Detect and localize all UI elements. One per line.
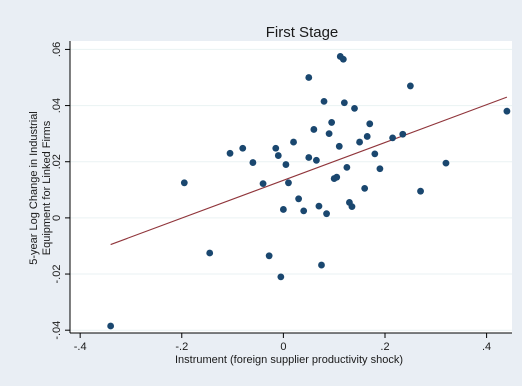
y-tick-label: .02 <box>51 154 63 169</box>
y-tick-label: 0 <box>51 215 63 221</box>
x-tick-label: -.4 <box>74 341 87 353</box>
fit-line-layer <box>110 96 508 246</box>
data-point <box>335 142 343 150</box>
grid-lines <box>70 48 512 331</box>
fit-line <box>110 96 508 246</box>
data-point <box>356 138 363 146</box>
x-axis-label: Instrument (foreign supplier productivit… <box>175 354 403 366</box>
data-point <box>442 159 450 167</box>
data-point <box>279 206 287 213</box>
data-point <box>282 161 290 168</box>
data-point <box>249 159 257 166</box>
y-axis-label-line-1: 5-year Log Change in Industrial <box>28 111 40 264</box>
data-point <box>274 152 282 159</box>
x-tick-label: -.2 <box>175 341 188 353</box>
plot-area <box>70 41 512 333</box>
data-point <box>399 130 407 138</box>
chart-title: First Stage <box>266 24 339 41</box>
data-point <box>339 55 347 63</box>
data-point <box>315 202 323 210</box>
data-point <box>313 156 320 164</box>
data-point <box>277 273 285 281</box>
y-tick-label: -.04 <box>51 321 63 340</box>
data-point <box>406 82 414 90</box>
data-point <box>206 249 214 257</box>
data-point <box>351 104 358 112</box>
data-point <box>290 138 297 146</box>
data-point <box>389 134 397 142</box>
data-point <box>239 144 247 152</box>
x-tick-label: 0 <box>280 341 286 353</box>
data-point <box>305 154 313 161</box>
x-tick-label: .4 <box>482 341 491 353</box>
data-point <box>320 97 328 105</box>
data-point <box>503 107 511 115</box>
data-point <box>417 187 424 195</box>
data-point <box>226 149 234 157</box>
data-point <box>340 99 348 107</box>
data-point <box>305 74 313 81</box>
data-point <box>361 185 369 192</box>
data-point <box>285 179 292 187</box>
data-point <box>259 180 267 188</box>
data-point <box>180 179 188 187</box>
y-tick-label: .06 <box>51 42 63 57</box>
axes: -.4 -.2 0 .2 .4 -.04 -.02 0 .02 .04 .06 <box>51 41 512 353</box>
data-point <box>376 165 384 173</box>
y-axis-label-line-2: Equipment for Linked Firms <box>41 120 53 255</box>
x-tick-label: .2 <box>380 341 389 353</box>
data-point <box>325 130 333 138</box>
data-point <box>272 144 280 152</box>
data-point <box>295 195 303 203</box>
data-point <box>348 203 356 211</box>
data-point <box>265 252 273 260</box>
data-point <box>300 207 308 215</box>
data-point <box>371 150 379 158</box>
y-tick-label: .04 <box>51 98 63 113</box>
data-points <box>107 53 511 330</box>
y-tick-label: -.02 <box>51 265 63 284</box>
data-point <box>363 133 371 140</box>
data-point <box>328 119 336 126</box>
data-point <box>318 261 325 269</box>
y-axis-label: 5-year Log Change in Industrial Equipmen… <box>28 111 53 264</box>
data-point <box>107 322 115 330</box>
data-point <box>343 163 351 171</box>
data-point <box>310 126 318 133</box>
data-point <box>333 173 341 181</box>
data-point <box>323 210 330 218</box>
data-point <box>366 120 374 128</box>
